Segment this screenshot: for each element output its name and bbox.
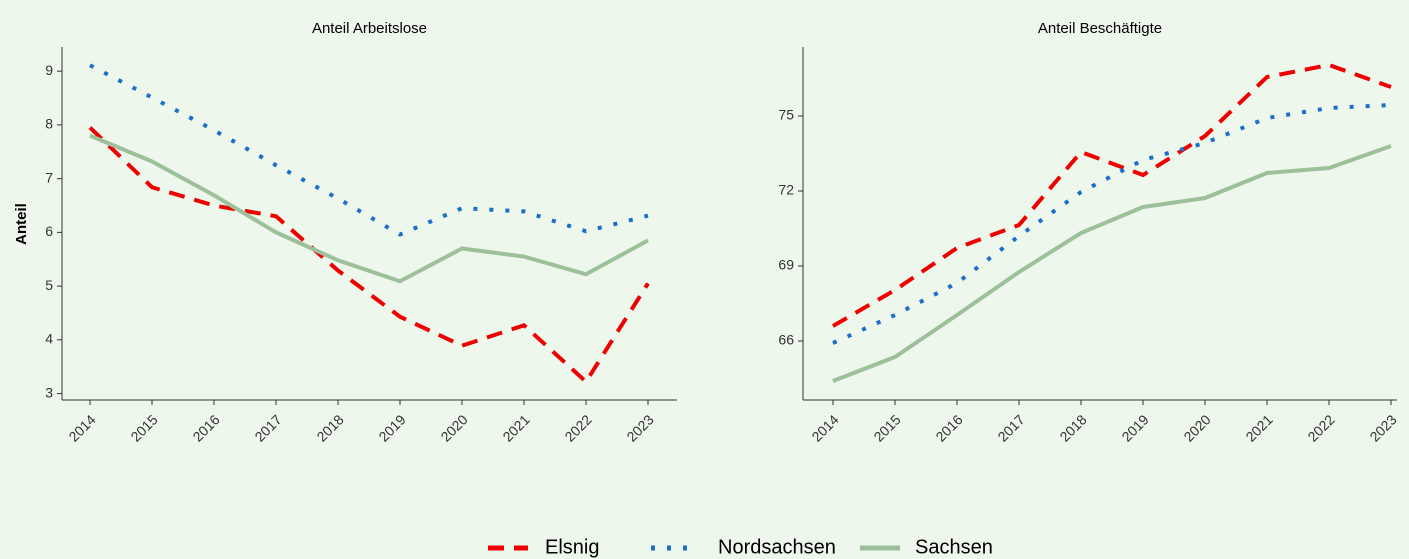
y-tick-label: 72 — [778, 182, 794, 198]
y-tick-label: 69 — [778, 257, 794, 273]
chart-title: Anteil Beschäftigte — [1038, 20, 1162, 37]
y-tick-label: 5 — [45, 277, 53, 293]
y-tick-label: 75 — [778, 107, 794, 123]
y-tick-label: 66 — [778, 332, 794, 348]
series-line — [831, 62, 1392, 328]
series-line — [832, 144, 1392, 383]
legend-label: Sachsen — [915, 536, 993, 558]
legend-label: Nordsachsen — [718, 536, 836, 558]
y-tick-label: 3 — [45, 384, 53, 400]
y-tick-label: 8 — [45, 116, 53, 132]
series-line — [89, 133, 649, 284]
chart-title: Anteil Arbeitslose — [312, 20, 427, 37]
series-line — [89, 63, 649, 237]
series-line — [88, 126, 650, 385]
y-axis-label: Anteil — [13, 203, 30, 245]
y-tick-label: 7 — [45, 169, 53, 185]
y-tick-label: 4 — [45, 331, 53, 347]
y-tick-label: 9 — [45, 62, 53, 78]
legend-label: Elsnig — [545, 536, 599, 558]
y-tick-label: 6 — [45, 223, 53, 239]
